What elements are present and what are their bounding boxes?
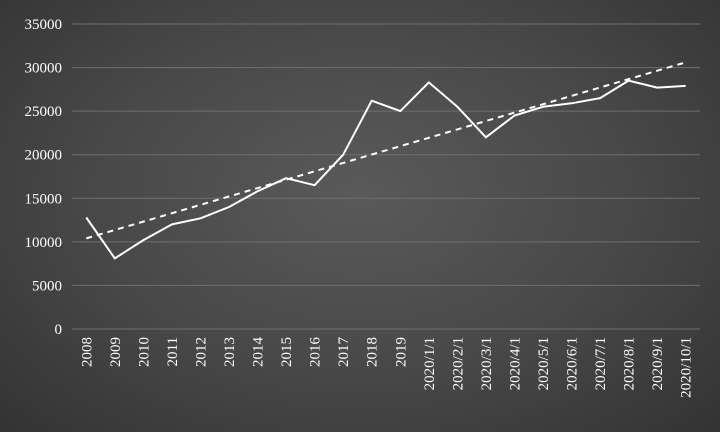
y-tick-label-10000: 10000 — [25, 235, 63, 251]
x-tick-label-17: 2020/6/1 — [565, 337, 581, 390]
x-tick-label-10: 2018 — [365, 337, 381, 367]
x-tick-label-13: 2020/2/1 — [450, 337, 466, 390]
series-line-0 — [85, 79, 686, 260]
x-tick-label-20: 2020/9/1 — [650, 337, 666, 390]
x-tick-label-3: 2011 — [165, 337, 181, 366]
y-tick-label-5000: 5000 — [32, 278, 62, 294]
x-tick-label-8: 2016 — [308, 337, 324, 368]
y-tick-label-20000: 20000 — [25, 148, 63, 164]
x-tick-label-21: 2020/10/1 — [679, 337, 695, 398]
x-tick-label-16: 2020/5/1 — [536, 337, 552, 390]
x-tick-label-0: 2008 — [79, 337, 95, 367]
x-tick-label-19: 2020/8/1 — [622, 337, 638, 390]
y-tick-label-25000: 25000 — [25, 104, 63, 120]
x-tick-label-7: 2015 — [279, 337, 295, 367]
x-tick-label-15: 2020/4/1 — [507, 337, 523, 390]
x-tick-label-14: 2020/3/1 — [479, 337, 495, 390]
x-tick-label-18: 2020/7/1 — [593, 337, 609, 390]
x-tick-label-1: 2009 — [108, 337, 124, 367]
y-tick-label-0: 0 — [55, 322, 63, 338]
x-tick-label-5: 2013 — [222, 337, 238, 367]
x-tick-label-4: 2012 — [193, 337, 209, 367]
y-tick-label-15000: 15000 — [25, 191, 63, 207]
x-tick-label-2: 2010 — [136, 337, 152, 367]
x-tick-label-11: 2019 — [393, 337, 409, 367]
x-tick-label-9: 2017 — [336, 337, 352, 368]
trendline — [85, 61, 687, 240]
y-tick-label-30000: 30000 — [25, 61, 63, 77]
x-tick-label-12: 2020/1/1 — [422, 337, 438, 390]
y-tick-label-35000: 35000 — [25, 17, 63, 33]
x-tick-label-6: 2014 — [251, 337, 267, 368]
